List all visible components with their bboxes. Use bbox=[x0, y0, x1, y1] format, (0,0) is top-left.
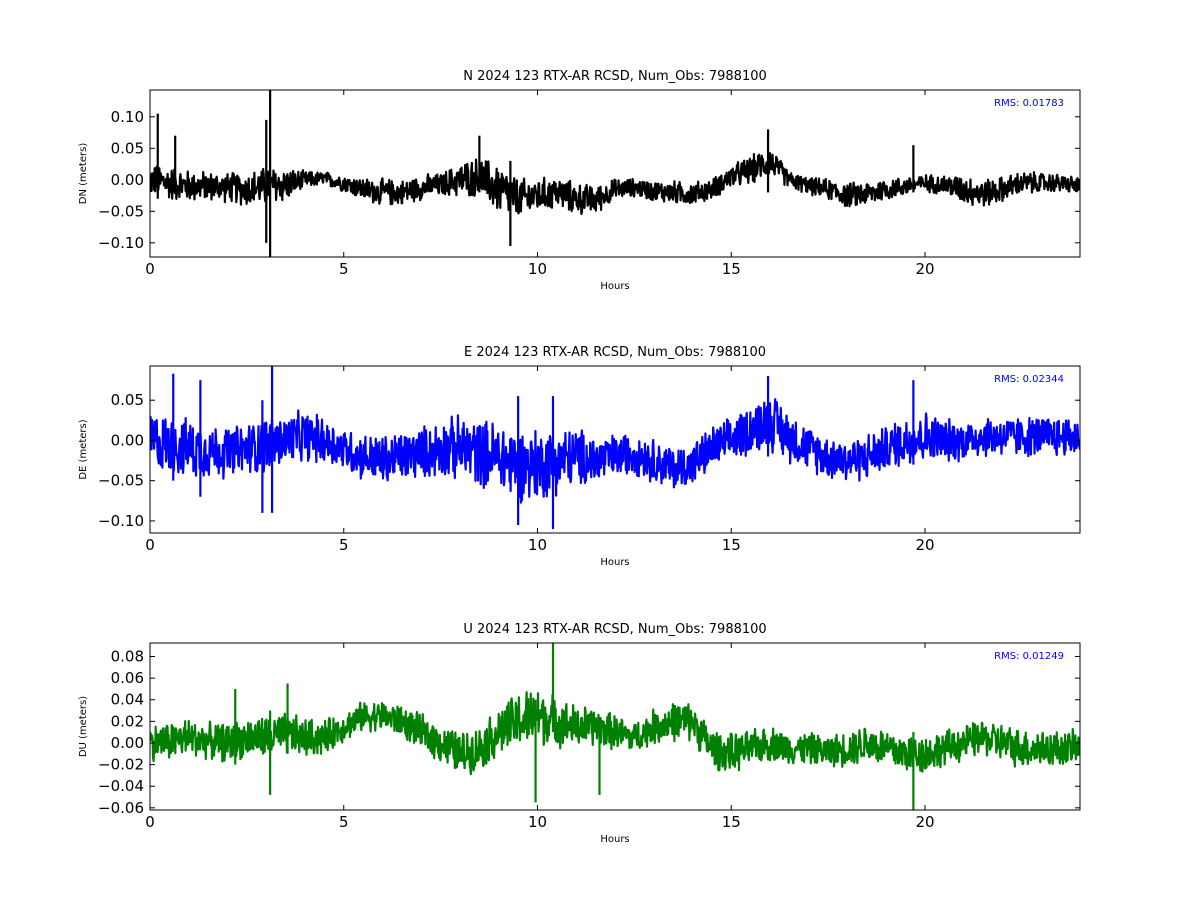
y-tick-label: 0.06 bbox=[111, 669, 144, 687]
x-tick-label: 0 bbox=[145, 813, 155, 831]
x-tick-label: 5 bbox=[339, 813, 349, 831]
y-tick-label: −0.10 bbox=[98, 512, 144, 530]
series-line bbox=[150, 691, 1080, 776]
x-tick-label: 0 bbox=[145, 260, 155, 278]
y-tick-label: −0.06 bbox=[98, 799, 144, 817]
chart-title: N 2024 123 RTX-AR RCSD, Num_Obs: 7988100 bbox=[463, 69, 767, 84]
series-line bbox=[150, 398, 1080, 504]
x-tick-label: 15 bbox=[722, 813, 741, 831]
y-axis-label: DU (meters) bbox=[78, 696, 89, 757]
y-tick-label: 0.04 bbox=[111, 691, 144, 709]
chart-title: E 2024 123 RTX-AR RCSD, Num_Obs: 7988100 bbox=[464, 345, 766, 360]
y-tick-label: −0.04 bbox=[98, 777, 144, 795]
data-area bbox=[150, 90, 1080, 257]
axes-frame bbox=[149, 642, 1081, 811]
y-tick-label: 0.10 bbox=[111, 108, 144, 126]
rms-annotation: RMS: 0.01783 bbox=[994, 98, 1064, 109]
axes-frame bbox=[149, 89, 1081, 258]
x-tick-label: 0 bbox=[145, 536, 155, 554]
y-axis-label: DE (meters) bbox=[78, 419, 89, 479]
y-tick-label: 0.08 bbox=[111, 648, 144, 666]
panel-u: U 2024 123 RTX-AR RCSD, Num_Obs: 7988100… bbox=[78, 622, 1081, 845]
y-tick-label: −0.05 bbox=[98, 472, 144, 490]
y-tick-label: 0.05 bbox=[111, 139, 144, 157]
rms-annotation: RMS: 0.01249 bbox=[994, 651, 1064, 662]
x-tick-label: 15 bbox=[722, 260, 741, 278]
x-tick-label: 10 bbox=[528, 813, 547, 831]
panel-e: E 2024 123 RTX-AR RCSD, Num_Obs: 7988100… bbox=[78, 345, 1081, 568]
y-tick-label: 0.00 bbox=[111, 734, 144, 752]
y-tick-label: 0.00 bbox=[111, 171, 144, 189]
panel-n: N 2024 123 RTX-AR RCSD, Num_Obs: 7988100… bbox=[78, 69, 1081, 292]
x-tick-label: 10 bbox=[528, 260, 547, 278]
y-tick-label: −0.02 bbox=[98, 756, 144, 774]
chart-title: U 2024 123 RTX-AR RCSD, Num_Obs: 7988100 bbox=[463, 622, 766, 637]
rms-annotation: RMS: 0.02344 bbox=[994, 374, 1064, 385]
y-tick-label: 0.05 bbox=[111, 391, 144, 409]
x-tick-label: 10 bbox=[528, 536, 547, 554]
x-tick-label: 20 bbox=[915, 536, 934, 554]
y-tick-label: −0.10 bbox=[98, 234, 144, 252]
data-area bbox=[150, 366, 1080, 529]
y-axis-label: DN (meters) bbox=[78, 143, 89, 205]
x-tick-label: 20 bbox=[915, 260, 934, 278]
y-tick-label: 0.02 bbox=[111, 712, 144, 730]
x-tick-label: 5 bbox=[339, 260, 349, 278]
data-area bbox=[150, 643, 1080, 810]
y-tick-label: −0.05 bbox=[98, 202, 144, 220]
x-tick-label: 15 bbox=[722, 536, 741, 554]
x-axis-label: Hours bbox=[600, 834, 629, 845]
y-tick-label: 0.00 bbox=[111, 431, 144, 449]
x-tick-label: 20 bbox=[915, 813, 934, 831]
axes-frame bbox=[149, 365, 1081, 534]
x-axis-label: Hours bbox=[600, 281, 629, 292]
x-tick-label: 5 bbox=[339, 536, 349, 554]
x-axis-label: Hours bbox=[600, 557, 629, 568]
series-line bbox=[150, 152, 1080, 216]
